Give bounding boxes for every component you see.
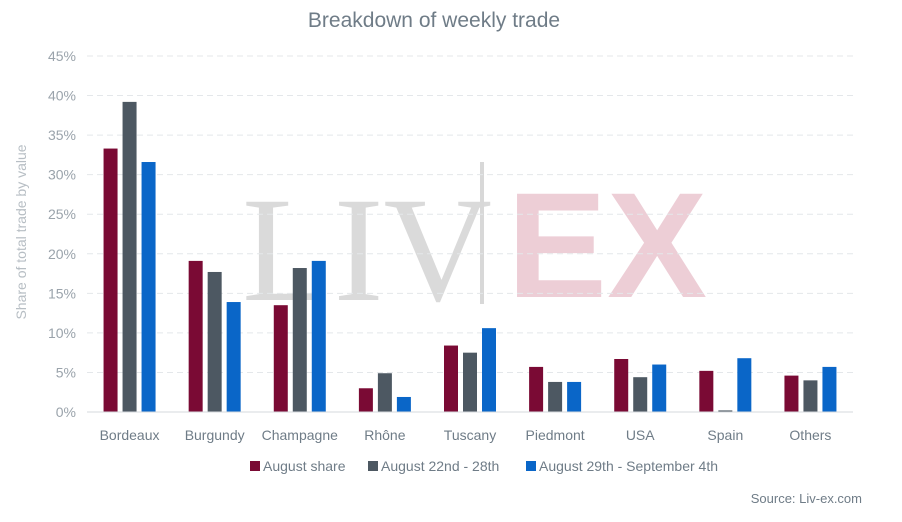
bar <box>548 381 563 412</box>
bar <box>122 101 137 412</box>
legend-label-aug29-sep4: August 29th - September 4th <box>539 458 718 474</box>
bar <box>103 148 118 412</box>
x-tick-label: Burgundy <box>185 427 245 443</box>
bar <box>699 370 714 412</box>
legend: August share August 22nd - 28th August 2… <box>250 458 718 474</box>
bar <box>803 380 818 412</box>
y-tick-label: 45% <box>48 48 76 64</box>
source-note: Source: Liv-ex.com <box>751 491 862 506</box>
bar <box>377 373 392 412</box>
bar <box>226 302 241 412</box>
bar <box>188 260 203 412</box>
legend-swatch-august-share <box>250 461 260 471</box>
bar <box>652 364 667 412</box>
y-tick-label: 40% <box>48 88 76 104</box>
y-tick-label: 15% <box>48 285 76 301</box>
x-tick-label: Champagne <box>262 427 338 443</box>
legend-label-august-share: August share <box>263 458 346 474</box>
bar <box>141 162 156 412</box>
bar <box>718 410 733 412</box>
chart-title: Breakdown of weekly trade <box>308 9 560 32</box>
legend-swatch-aug-22-28 <box>368 461 378 471</box>
legend-label-aug-22-28: August 22nd - 28th <box>381 458 499 474</box>
bar <box>444 345 458 412</box>
bar <box>358 388 373 412</box>
bar <box>292 268 307 412</box>
bar <box>396 396 411 412</box>
y-tick-label: 35% <box>48 127 76 143</box>
bar <box>567 381 582 412</box>
bar <box>482 328 496 412</box>
y-axis-ticks: 0% 5% 10% 15% 20% 25% 30% 35% 40% 45% <box>48 48 76 420</box>
bar <box>633 377 648 412</box>
bar <box>784 375 799 412</box>
y-tick-label: 20% <box>48 246 76 262</box>
x-tick-label: Tuscany <box>444 427 496 443</box>
y-tick-label: 30% <box>48 167 76 183</box>
bar <box>273 305 288 412</box>
watermark-divider <box>480 162 484 304</box>
x-tick-label: USA <box>626 427 655 443</box>
bar <box>311 260 326 412</box>
x-tick-label: Rhône <box>364 427 405 443</box>
x-tick-label: Piedmont <box>526 427 585 443</box>
x-tick-label: Spain <box>707 427 743 443</box>
bar <box>463 352 477 412</box>
y-tick-label: 5% <box>56 364 76 380</box>
y-tick-label: 25% <box>48 206 76 222</box>
bar <box>529 366 544 412</box>
y-axis-label: Share of total trade by value <box>13 144 29 319</box>
x-tick-label: Others <box>789 427 831 443</box>
x-axis-categories: Bordeaux Burgundy Champagne Rhône Tuscany Pie… <box>100 427 832 443</box>
bar <box>737 358 752 412</box>
y-tick-label: 0% <box>56 404 76 420</box>
bar <box>614 358 629 412</box>
y-tick-label: 10% <box>48 325 76 341</box>
legend-swatch-aug29-sep4 <box>526 461 536 471</box>
bar <box>822 366 837 412</box>
bar <box>207 271 222 412</box>
x-tick-label: Bordeaux <box>100 427 160 443</box>
watermark-ex: EX <box>507 161 707 329</box>
watermark: LIV EX <box>242 161 707 333</box>
bar-layer <box>103 101 837 412</box>
